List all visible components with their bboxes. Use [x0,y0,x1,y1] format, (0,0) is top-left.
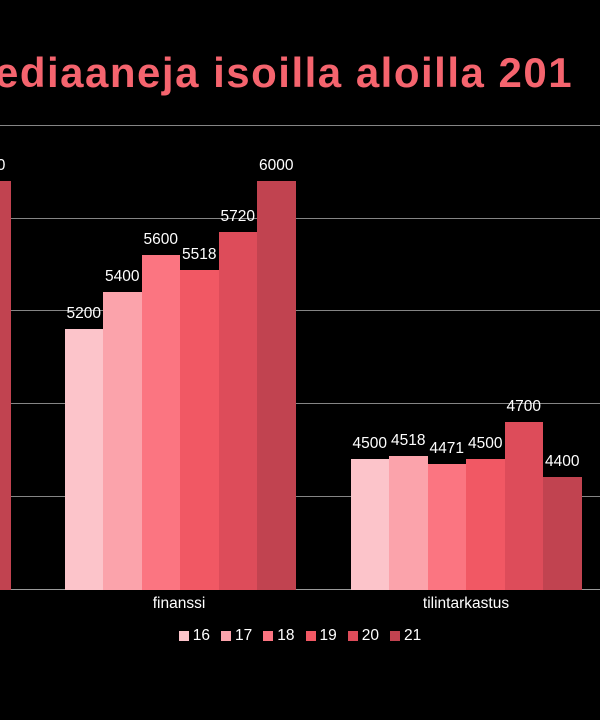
gridline [0,310,600,312]
bar-finanssi-16 [64,329,103,590]
legend-label: 21 [404,627,422,644]
bar-value-label: 5400 [105,267,140,285]
bar-value-label: 4500 [352,434,388,452]
legend-item-19: 19 [305,627,337,645]
bar-tilintarkastus-20 [504,421,543,590]
chart-title: ediaaneja isoilla aloilla 201 [0,49,574,96]
legend-label: 16 [192,627,210,644]
gridline [0,124,600,126]
category-label-finanssi: finanssi [152,595,206,612]
legend-item-21: 21 [390,627,421,645]
legend-swatch-icon [178,631,189,641]
legend-swatch-icon [305,631,316,641]
bar-tilintarkastus-21 [543,477,582,590]
bar-value-label: 5720 [220,208,256,226]
bar-value-label: 5518 [182,245,217,263]
bar-value-label: 5200 [66,305,102,322]
bar-finanssi-21 [257,180,296,590]
bar-finanssi-17 [103,291,142,590]
bar-value-label: 4700 [506,397,542,415]
legend-item-17: 17 [221,627,252,645]
bar-value-label: 5600 [143,230,179,248]
bar-finanssi-19 [180,269,219,590]
legend-item-18: 18 [263,627,295,645]
bar-value-label: 4471 [429,440,465,458]
bar-tilintarkastus-16 [350,458,389,590]
legend: 16 17 18 19 20 21 [0,627,600,645]
bar-finanssi-20 [218,232,257,590]
bar-label-partial-left: 0 [0,156,6,174]
bar-tilintarkastus-19 [466,458,505,590]
bar-partial-left [0,180,11,590]
legend-label: 19 [319,627,337,644]
legend-swatch-icon [390,631,400,641]
bar-value-label: 4518 [391,431,426,449]
category-label-tilintarkastus: tilintarkastus [422,595,510,612]
legend-swatch-icon [347,631,358,641]
gridline [0,496,600,497]
legend-swatch-icon [263,631,274,641]
gridline [0,403,600,405]
bar-value-label: 6000 [259,156,294,174]
bar-tilintarkastus-18 [427,464,466,590]
legend-label: 20 [361,627,379,644]
legend-label: 17 [235,627,253,644]
legend-item-20: 20 [347,627,379,645]
legend-item-16: 16 [178,627,210,645]
x-axis-line [0,588,600,590]
bar-value-label: 4500 [468,434,503,452]
bar-tilintarkastus-17 [389,455,428,590]
gridline [0,217,600,219]
legend-label: 18 [277,627,295,644]
legend-swatch-icon [221,631,231,641]
bar-finanssi-18 [141,254,180,590]
bar-value-label: 4400 [545,453,580,471]
